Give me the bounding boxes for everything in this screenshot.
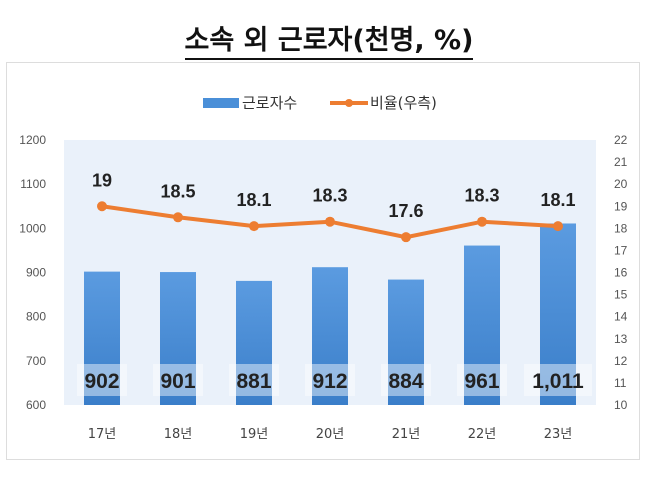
line-data-label: 18.3 [464, 186, 499, 206]
line-marker [553, 221, 563, 232]
line-marker [325, 216, 335, 227]
right-axis-tick: 11 [614, 376, 627, 390]
legend-label-line: 비율(우측) [370, 94, 437, 112]
left-axis-tick: 700 [26, 354, 46, 368]
line-data-label: 19 [92, 170, 112, 190]
bar-label-bg [305, 364, 355, 396]
line-data-label: 18.1 [236, 190, 271, 210]
bar-label-bg [77, 364, 127, 396]
bar-data-label: 902 [84, 370, 119, 393]
right-axis-tick: 10 [614, 398, 628, 412]
line-marker [173, 212, 183, 223]
bar [464, 245, 500, 405]
bar-label-bg [229, 364, 279, 396]
line-marker [477, 216, 487, 227]
bar-data-label: 881 [236, 370, 271, 393]
bar-data-label: 961 [464, 370, 499, 393]
left-axis-tick: 1000 [19, 221, 46, 235]
category-label: 20년 [316, 427, 345, 442]
category-label: 22년 [468, 427, 497, 442]
bar-label-bg [457, 364, 507, 396]
bar-label-bg [153, 364, 203, 396]
left-axis-tick: 1200 [19, 133, 46, 147]
legend-bar-swatch [203, 98, 239, 108]
bar-data-label: 884 [388, 370, 423, 393]
bar-data-label: 1,011 [532, 370, 584, 393]
bar [540, 223, 576, 405]
bar [84, 271, 120, 405]
left-axis-tick: 600 [26, 398, 46, 412]
right-axis-tick: 21 [614, 155, 628, 169]
line-marker [97, 201, 107, 212]
right-axis-tick: 20 [614, 177, 628, 191]
line-marker [249, 221, 259, 232]
legend-label-bars: 근로자수 [242, 94, 297, 112]
left-axis-tick: 800 [26, 310, 46, 324]
right-axis-tick: 22 [614, 133, 628, 147]
line-data-label: 18.3 [312, 186, 347, 206]
bar [236, 280, 272, 405]
left-axis-tick: 900 [26, 266, 46, 280]
bar-label-bg [524, 364, 592, 396]
chart-title: 소속 외 근로자(천명, %) [0, 18, 658, 60]
bar [388, 279, 424, 405]
right-axis-tick: 19 [614, 199, 628, 213]
right-axis-tick: 12 [614, 354, 628, 368]
bar-data-label: 912 [312, 370, 347, 393]
left-axis-tick: 1100 [20, 177, 46, 191]
bar [160, 272, 196, 405]
category-label: 17년 [88, 427, 117, 442]
right-axis-tick: 16 [614, 266, 628, 280]
bar-label-bg [381, 364, 431, 396]
line-data-label: 17.6 [388, 201, 423, 221]
line-data-label: 18.5 [160, 181, 195, 201]
category-label: 23년 [544, 427, 573, 442]
bar-data-label: 901 [160, 370, 195, 393]
right-axis-tick: 13 [614, 332, 628, 346]
right-axis-tick: 14 [614, 310, 628, 324]
legend-line-marker [345, 99, 353, 107]
line-marker [401, 232, 411, 243]
category-label: 21년 [392, 427, 421, 442]
bar [312, 267, 348, 405]
line-data-label: 18.1 [540, 190, 575, 210]
right-axis-tick: 15 [614, 288, 628, 302]
category-label: 18년 [164, 427, 193, 442]
right-axis-tick: 18 [614, 221, 628, 235]
right-axis-tick: 17 [614, 243, 628, 257]
category-label: 19년 [240, 427, 269, 442]
